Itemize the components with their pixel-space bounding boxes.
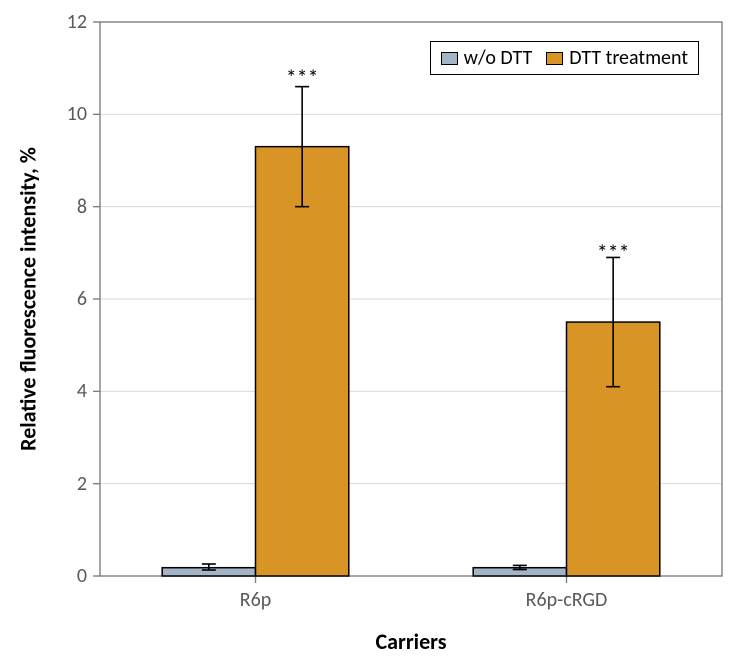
y-tick-label: 8: [77, 195, 93, 219]
y-tick-label: 10: [67, 102, 93, 126]
bar: [256, 147, 349, 576]
chart-svg: [0, 0, 742, 667]
legend-label: DTT treatment: [569, 46, 688, 70]
legend-swatch: [546, 52, 563, 65]
y-tick-label: 12: [67, 10, 93, 34]
y-tick-label: 0: [77, 564, 93, 588]
y-tick-label: 6: [77, 287, 93, 311]
x-axis-title: Carriers: [376, 628, 447, 655]
legend-item: w/o DTT: [441, 46, 533, 70]
y-axis-title: Relative fluorescence intensity, %: [15, 147, 42, 451]
legend-item: DTT treatment: [546, 46, 688, 70]
chart-container: Relative fluorescence intensity, % Carri…: [0, 0, 742, 667]
y-tick-label: 4: [77, 379, 93, 403]
significance-marker: ***: [597, 239, 630, 266]
legend-label: w/o DTT: [464, 46, 533, 70]
y-tick-label: 2: [77, 472, 93, 496]
x-category-label: R6p-cRGD: [526, 588, 608, 612]
legend: w/o DTT DTT treatment: [430, 41, 699, 75]
x-category-label: R6p: [240, 588, 272, 612]
significance-marker: ***: [286, 64, 319, 91]
legend-swatch: [441, 52, 458, 65]
